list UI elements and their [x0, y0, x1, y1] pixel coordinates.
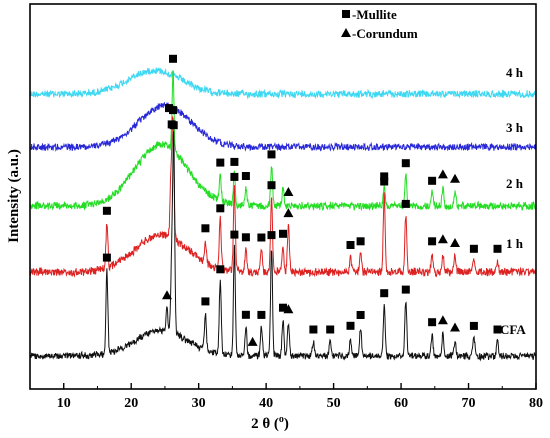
- mullite-marker: [216, 158, 225, 167]
- x-axis-label: 2 θ (o): [251, 414, 289, 432]
- mullite-marker: [428, 176, 437, 185]
- phase-markers: [102, 54, 502, 346]
- x-axis-label-open: (: [274, 416, 279, 432]
- mullite-marker: [401, 285, 410, 294]
- x-axis-label-main: 2 θ: [251, 416, 270, 432]
- corundum-marker: [450, 238, 460, 247]
- legend-mullite-marker: [342, 10, 350, 18]
- corundum-marker: [450, 322, 460, 332]
- mullite-marker: [493, 244, 502, 253]
- mullite-marker: [241, 233, 250, 242]
- mullite-marker: [169, 106, 177, 115]
- plot-frame: [29, 3, 537, 390]
- mullite-marker: [380, 289, 389, 298]
- mullite-marker: [230, 230, 239, 239]
- series-label: 1 h: [506, 236, 524, 251]
- mullite-marker: [102, 206, 111, 215]
- mullite-marker: [356, 237, 365, 246]
- x-tick-label: 40: [259, 396, 273, 411]
- mullite-marker: [279, 303, 287, 312]
- mullite-marker: [380, 172, 389, 181]
- corundum-marker: [437, 169, 448, 179]
- x-tick-label: 10: [57, 396, 71, 411]
- mullite-marker: [267, 150, 276, 159]
- mullite-marker: [356, 311, 365, 319]
- x-axis-label-unit: o: [279, 414, 284, 425]
- mullite-marker: [201, 297, 210, 306]
- corundum-marker: [247, 336, 258, 346]
- x-tick-label: 30: [192, 396, 206, 411]
- mullite-marker: [469, 244, 478, 253]
- series-layer: [29, 67, 537, 362]
- series-label: 4 h: [506, 65, 524, 80]
- series-4h-line: [29, 67, 537, 100]
- x-axis-ticks: 10 20 30 40 50 60 70 80: [29, 383, 543, 411]
- series-labels: 4 h 3 h 2 h 1 h CFA: [500, 65, 526, 337]
- mullite-marker: [257, 233, 266, 242]
- mullite-marker: [469, 321, 478, 330]
- mullite-marker: [241, 310, 250, 319]
- series-label: CFA: [500, 322, 526, 337]
- mullite-marker: [401, 199, 410, 208]
- series-1h-line: [29, 115, 537, 278]
- series-cfa-line: [29, 131, 537, 362]
- mullite-marker: [169, 54, 177, 63]
- mullite-marker: [267, 231, 276, 240]
- mullite-marker: [216, 265, 225, 274]
- corundum-marker: [450, 173, 460, 183]
- x-tick-label: 50: [327, 396, 341, 411]
- corundum-marker: [283, 304, 294, 314]
- corundum-marker: [162, 290, 172, 300]
- mullite-marker: [169, 121, 178, 130]
- mullite-marker: [428, 318, 437, 327]
- x-tick-label: 20: [124, 396, 138, 411]
- legend: -Mullite -Corundum: [341, 7, 418, 41]
- series-3h-line: [29, 101, 537, 152]
- mullite-marker: [493, 325, 502, 334]
- mullite-marker: [346, 241, 355, 249]
- mullite-marker: [309, 325, 318, 334]
- x-tick-label: 70: [462, 396, 476, 411]
- series-label: 2 h: [506, 176, 524, 191]
- mullite-marker: [346, 321, 355, 330]
- mullite-marker: [326, 325, 335, 334]
- mullite-marker: [216, 204, 225, 213]
- mullite-marker: [257, 310, 266, 319]
- x-tick-label: 80: [529, 396, 543, 411]
- mullite-marker: [267, 181, 276, 190]
- x-axis-label-close: ): [284, 416, 289, 432]
- mullite-marker: [230, 157, 239, 166]
- corundum-marker: [283, 208, 294, 218]
- legend-corundum-label: -Corundum: [352, 26, 418, 41]
- series-2h-line: [29, 70, 537, 212]
- corundum-marker: [437, 315, 448, 325]
- corundum-marker: [283, 187, 294, 196]
- mullite-marker: [201, 224, 210, 233]
- legend-mullite-label: -Mullite: [352, 7, 397, 22]
- legend-corundum-marker: [341, 28, 351, 37]
- corundum-marker: [437, 234, 448, 244]
- mullite-marker: [102, 253, 111, 262]
- mullite-marker: [230, 172, 239, 181]
- mullite-marker: [279, 229, 287, 238]
- mullite-marker: [241, 172, 250, 180]
- mullite-marker: [401, 159, 410, 168]
- y-axis-label: Intensity (a.u.): [6, 149, 22, 243]
- series-label: 3 h: [506, 120, 524, 135]
- mullite-marker: [380, 177, 389, 186]
- mullite-marker: [428, 237, 437, 246]
- x-tick-label: 60: [394, 396, 408, 411]
